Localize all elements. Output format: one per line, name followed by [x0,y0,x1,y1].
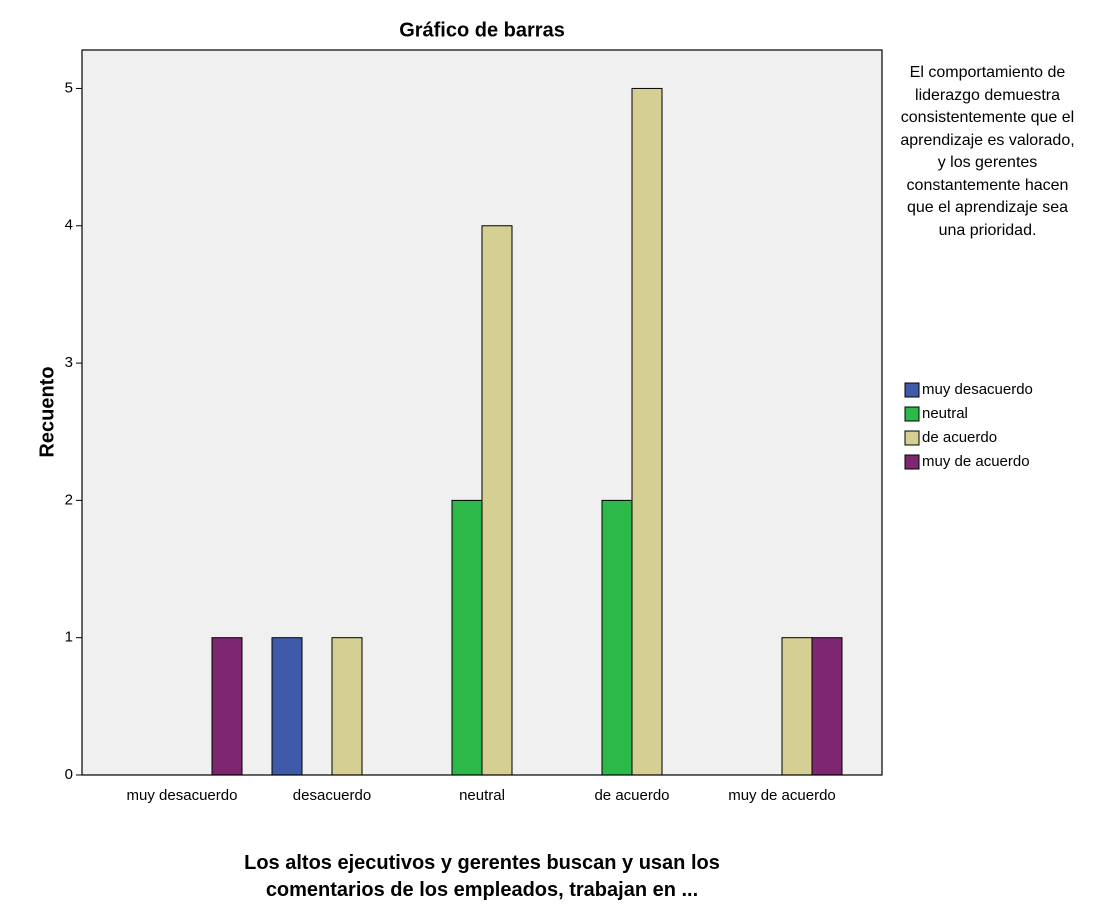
x-tick-label: muy de acuerdo [728,787,836,804]
x-tick-label-box: desacuerdo [292,787,372,804]
y-tick-label: 5 [65,79,73,96]
legend-swatch [904,430,920,446]
y-axis-label: Recuento [36,366,58,457]
bar [331,637,363,776]
x-tick-label: muy desacuerdo [126,787,238,804]
legend-label: muy desacuerdo [922,381,1033,398]
bar [211,637,243,776]
x-tick-label-box: de acuerdo [594,787,670,804]
legend-swatch [904,454,920,470]
legend-swatch [904,382,920,398]
legend-title: El comportamiento de liderazgo demuestra… [900,64,1075,239]
y-tick-label: 1 [65,629,73,646]
plot-frame [81,49,883,776]
bar [601,499,633,776]
legend-label: neutral [922,405,968,422]
legend-title-box: El comportamiento de liderazgo demuestra… [900,64,1075,239]
chart-title: Gráfico de barras [399,19,565,41]
bar [781,637,813,776]
bar [481,225,513,776]
x-tick-label: de acuerdo [594,787,670,804]
x-tick-label-box: neutral [459,787,505,804]
bar [631,87,663,776]
x-tick-label-box: muy desacuerdo [126,787,238,804]
bar [451,499,483,776]
x-tick-label: neutral [459,787,505,804]
y-tick-label: 0 [65,766,73,783]
x-tick-label: desacuerdo [292,787,372,804]
bar [811,637,843,776]
legend-label: de acuerdo [922,429,997,446]
legend-label: muy de acuerdo [922,453,1030,470]
x-tick-label-box: muy de acuerdo [728,787,836,804]
legend-swatch [904,406,920,422]
y-tick-label: 3 [65,354,73,371]
y-tick-label: 2 [65,491,73,508]
x-axis-label: Los altos ejecutivos y gerentes buscan y… [244,852,720,901]
x-axis-label-box: Los altos ejecutivos y gerentes buscan y… [244,852,720,901]
y-tick-label: 4 [65,217,73,234]
bar [271,637,303,776]
